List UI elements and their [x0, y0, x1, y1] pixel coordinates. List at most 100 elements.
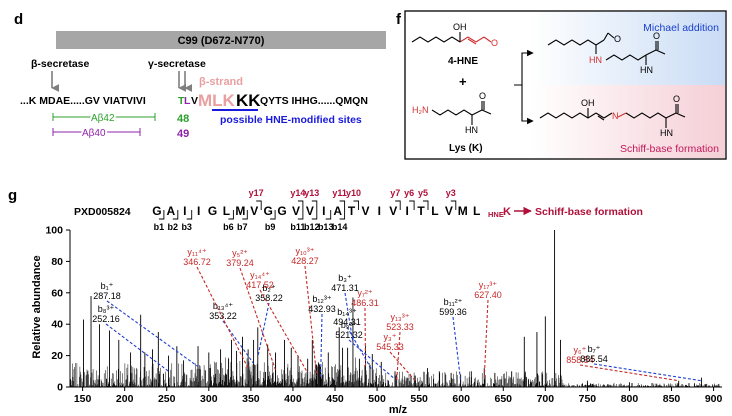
y-tick-label: 80	[51, 256, 63, 268]
y-axis-label: Relative abundance	[31, 255, 43, 358]
annotation-leader	[452, 316, 462, 381]
annotation-mz: 486.31	[351, 298, 379, 308]
schiff-o: O	[673, 94, 680, 104]
michael-hn: HN	[640, 65, 653, 75]
abeta42-label: Aβ42	[91, 113, 115, 124]
annotation-mz: 523.33	[386, 322, 414, 332]
panel-d: d C99 (D672-N770) β-secretase γ-secretas…	[14, 11, 386, 141]
annotation-mz: 885.54	[580, 354, 608, 364]
schiff-arrow-label: Schiff-base formation	[535, 206, 643, 218]
b-ion-bracket	[325, 210, 332, 220]
hne-o: O	[491, 38, 498, 48]
annotation-mz: 494.31	[333, 317, 361, 327]
sequence-residue: T	[348, 204, 356, 218]
sequence-residue: L	[473, 204, 480, 218]
sequence-residue: I	[183, 204, 186, 218]
annotation-leader	[259, 289, 309, 374]
sequence-residue: G	[263, 204, 272, 218]
lysine-structure	[431, 101, 492, 125]
c99-bar	[56, 31, 386, 49]
y-ion-label: y13	[304, 188, 319, 198]
michael-label: Michael addition	[643, 22, 719, 34]
dataset-id: PXD005824	[74, 206, 131, 218]
annotation-leader	[483, 299, 489, 378]
b-ion-label: b9	[265, 222, 276, 232]
annotation-ion: b₁₃⁴⁺	[213, 301, 234, 311]
sequence-residue: G	[152, 204, 161, 218]
hne-lysine: K	[503, 206, 511, 218]
annotation-ion: b₁⁺	[101, 281, 114, 291]
annotation-leader	[344, 292, 354, 343]
annotation-leader	[304, 265, 318, 377]
annotation-ion: y₁₀³⁺	[295, 246, 314, 256]
annotation-leader	[389, 351, 416, 382]
panel-d-label: d	[14, 11, 23, 28]
b-ion-bracket	[242, 210, 248, 220]
annotation-leader	[257, 302, 270, 358]
michael-o2: O	[653, 31, 660, 41]
annotation-mz: 432.93	[308, 304, 336, 314]
y-tick-label: 60	[51, 287, 63, 299]
b-ion-label: b13	[318, 222, 334, 232]
x-tick-label: 650	[494, 393, 512, 405]
y-ion-bracket	[409, 200, 415, 210]
annotation-ion: y₇²⁺	[357, 288, 373, 298]
lysine-name: Lys (K)	[449, 143, 483, 154]
y-ion-label: y5	[418, 188, 428, 198]
sequence-residue: V	[361, 204, 369, 218]
annotation-ion: y₁₇³⁺	[479, 280, 498, 290]
sequence-residue: M	[458, 204, 468, 218]
panel-f: f OH O 4-HNE + H₂N O HN Lys (K)	[396, 10, 727, 160]
annotation-mz: 346.72	[183, 257, 211, 267]
michael-o: O	[614, 34, 621, 44]
michael-background	[530, 12, 725, 85]
sequence-mlk: MLK	[198, 91, 236, 110]
schiff-label: Schiff-base formation	[620, 143, 719, 155]
sequence-residue: I	[197, 204, 200, 218]
b-ion-label: b6	[223, 222, 234, 232]
sequence-residue: L	[223, 204, 230, 218]
x-tick-label: 550	[410, 393, 428, 405]
x-axis-label: m/z	[389, 404, 408, 416]
plus-sign: +	[459, 74, 467, 89]
y-ion-label: y17	[249, 188, 264, 198]
annotation-leader	[579, 364, 679, 382]
hne-subscript: HNE	[488, 210, 504, 219]
annotation-ion: b₈³⁺	[98, 304, 115, 314]
sequence-t: T	[178, 95, 185, 107]
x-tick-label: 350	[242, 393, 260, 405]
lysine-hn: HN	[465, 125, 478, 135]
sequence-residue: I	[378, 204, 381, 218]
annotation-mz: 379.24	[226, 258, 254, 268]
annotation-mz: 521.32	[335, 330, 363, 340]
annotation-leader	[593, 363, 702, 382]
number-49: 49	[177, 128, 189, 140]
sequence-residue: V	[292, 204, 300, 218]
annotation-mz: 545.33	[376, 342, 404, 352]
sequence-residue: V	[389, 204, 397, 218]
sequence-residue: A	[333, 204, 342, 218]
b-ion-bracket	[339, 210, 346, 220]
annotation-leader	[105, 323, 169, 372]
y-ion-label: y10	[346, 188, 361, 198]
annotation-mz: 252.16	[92, 314, 120, 324]
sequence-start: ...K MDAE.....GV VIATVIVI	[20, 95, 146, 107]
schiff-oh: OH	[581, 98, 595, 108]
y-ion-bracket	[339, 200, 346, 210]
y-ion-label: y11	[332, 188, 347, 198]
sequence-residue: I	[322, 204, 325, 218]
hne-structure	[411, 32, 492, 45]
abeta42-bracket	[52, 113, 156, 121]
annotation-ion: y₁₁⁴⁺	[187, 247, 206, 257]
ms-spectrum-chart: b₈³⁺252.16 b₁⁺287.18 b₁₃⁴⁺353.22 b₂⁺358.22 y…	[31, 225, 723, 416]
x-tick-label: 750	[579, 393, 597, 405]
annotation-mz: 353.22	[209, 311, 237, 321]
sequence-residue: I	[405, 204, 408, 218]
b-ion-bracket	[297, 210, 304, 220]
sequence-residue: A	[167, 204, 176, 218]
x-tick-label: 850	[663, 393, 681, 405]
b-ion-label: b14	[332, 222, 348, 232]
annotation-ion: b₇⁺	[588, 344, 601, 354]
lysine-o: O	[479, 91, 486, 101]
